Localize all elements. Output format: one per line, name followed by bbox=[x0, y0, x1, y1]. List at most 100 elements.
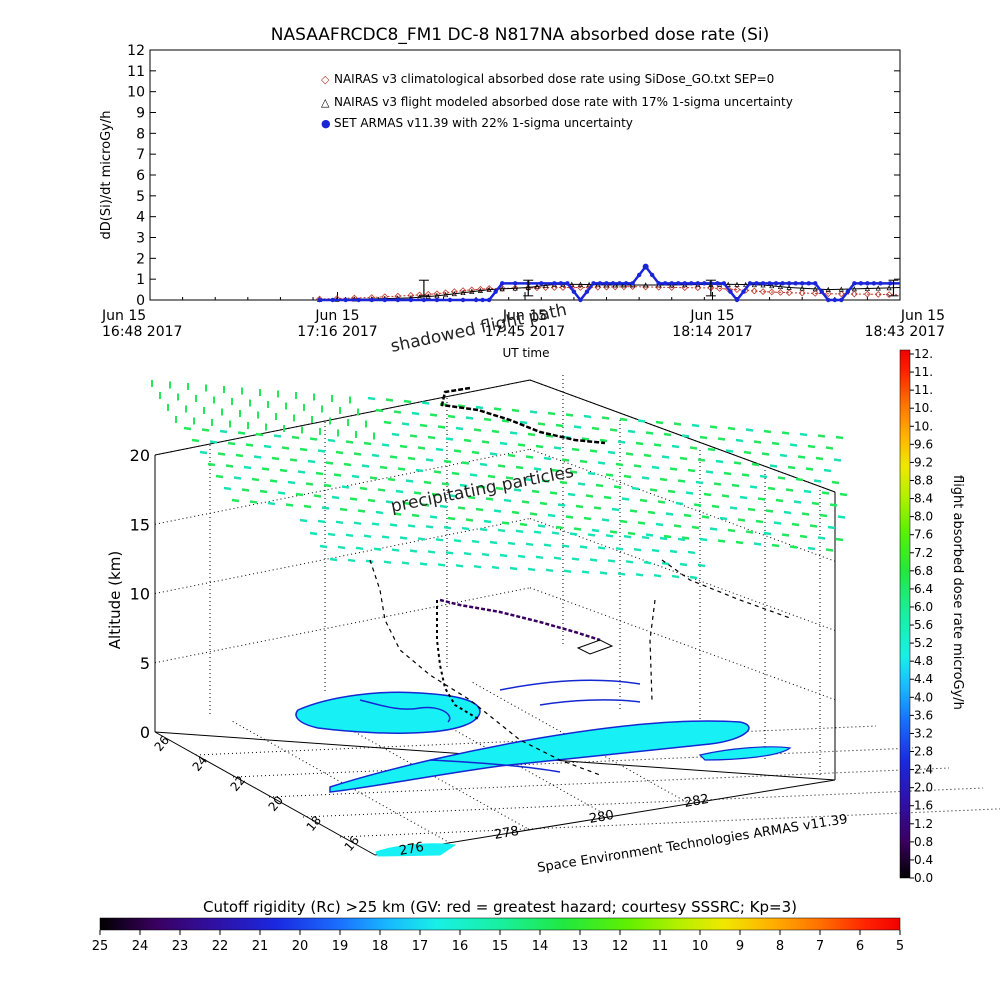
particle-dash-low bbox=[543, 543, 552, 547]
bottom-colorbar-title: Cutoff rigidity (Rc) >25 km (GV: red = g… bbox=[203, 898, 797, 916]
particle-dash bbox=[645, 533, 654, 537]
particle-dash bbox=[295, 492, 304, 497]
particle-dash bbox=[829, 503, 838, 507]
particle-dash bbox=[231, 498, 240, 503]
particle-dash bbox=[429, 413, 438, 417]
triangle-marker bbox=[460, 289, 466, 296]
bottom-tick-label: 10 bbox=[692, 939, 709, 954]
particle-dash bbox=[429, 515, 438, 519]
particle-dash bbox=[183, 426, 192, 431]
particle-dash bbox=[479, 462, 488, 467]
particle-dash bbox=[459, 483, 468, 488]
particle-dash bbox=[789, 545, 798, 549]
particle-dash bbox=[389, 455, 398, 459]
floor-grid-lat bbox=[268, 767, 950, 798]
particle-dash bbox=[575, 504, 584, 509]
particle-dash bbox=[425, 458, 434, 462]
particle-dash bbox=[607, 450, 616, 455]
y-tick-label: 3 bbox=[136, 231, 145, 247]
particle-dash-low bbox=[651, 548, 660, 553]
right-tick-label: 9.6 bbox=[914, 437, 933, 451]
triangle-marker bbox=[851, 286, 857, 292]
particle-dash bbox=[525, 455, 534, 459]
particle-dash bbox=[511, 510, 520, 515]
particle-dash bbox=[637, 521, 646, 525]
particle-dash bbox=[199, 450, 208, 455]
right-colorbar-label: flight absorbed dose rate microGy/h bbox=[950, 475, 965, 710]
particle-dash bbox=[799, 432, 808, 437]
flight-path-descent bbox=[439, 598, 601, 642]
particle-dash bbox=[439, 504, 448, 509]
particle-dash bbox=[443, 459, 452, 464]
particle-dash bbox=[823, 468, 832, 473]
particle-dash bbox=[623, 474, 632, 479]
particle-dash bbox=[501, 521, 510, 525]
dot-marker bbox=[760, 281, 766, 286]
rigidity-region-north bbox=[295, 691, 481, 734]
dot-marker bbox=[871, 281, 877, 286]
particle-dash bbox=[531, 489, 540, 494]
particle-dash-low bbox=[299, 518, 308, 523]
bottom-tick-label: 21 bbox=[252, 939, 269, 954]
dot-marker bbox=[571, 289, 577, 294]
right-tick-label: 1.2 bbox=[914, 817, 933, 831]
triangle-marker bbox=[777, 283, 784, 290]
particle-dash bbox=[771, 543, 780, 548]
particle-dash bbox=[447, 516, 456, 521]
diamond-marker bbox=[824, 290, 832, 298]
particle-dash bbox=[545, 434, 554, 438]
particle-dash bbox=[539, 501, 548, 506]
particle-dash bbox=[431, 492, 440, 497]
y-tick-label: 6 bbox=[136, 168, 145, 184]
bottom-tick-label: 12 bbox=[612, 939, 629, 954]
particle-dash bbox=[661, 455, 670, 459]
diamond-marker bbox=[874, 290, 882, 298]
particle-dash bbox=[687, 468, 696, 473]
particle-dash bbox=[387, 477, 396, 482]
particle-dash bbox=[753, 542, 762, 546]
dot-marker bbox=[702, 281, 707, 286]
particle-dash bbox=[775, 498, 784, 503]
diamond-marker bbox=[837, 290, 845, 298]
particle-dash bbox=[503, 498, 512, 503]
particle-dash bbox=[245, 443, 254, 447]
particle-dash bbox=[831, 480, 840, 485]
y-tick-label: 4 bbox=[136, 210, 145, 226]
particle-dash-low bbox=[499, 553, 508, 558]
particle-dash bbox=[415, 468, 424, 473]
particle-dash bbox=[789, 443, 798, 447]
dot-marker bbox=[552, 281, 557, 286]
triangle-marker bbox=[534, 283, 540, 289]
particle-dash bbox=[277, 491, 286, 495]
longitude-tick-label: 276 bbox=[398, 840, 425, 859]
particle-dash bbox=[447, 414, 456, 419]
particle-dash bbox=[839, 492, 848, 497]
particle-dash bbox=[651, 465, 660, 470]
particle-dash bbox=[191, 438, 200, 443]
particle-dash bbox=[333, 473, 342, 477]
particle-dash bbox=[565, 515, 574, 519]
dot-marker bbox=[832, 297, 837, 303]
particle-dash bbox=[519, 522, 528, 527]
particle-dash bbox=[555, 423, 564, 428]
particle-dash-low bbox=[319, 544, 328, 549]
right-tick-label: 6.0 bbox=[914, 600, 933, 614]
dot-marker bbox=[434, 297, 440, 303]
particle-dash bbox=[343, 462, 352, 467]
particle-dash bbox=[367, 396, 376, 401]
particle-dash-low bbox=[335, 520, 344, 524]
particle-dash bbox=[279, 468, 288, 473]
particle-dash bbox=[243, 465, 252, 470]
bottom-tick-label: 17 bbox=[412, 939, 429, 954]
particle-dash bbox=[601, 416, 610, 420]
triangle-marker bbox=[875, 285, 881, 291]
y-tick-label: 9 bbox=[136, 106, 145, 122]
particle-dash-low bbox=[623, 535, 632, 539]
particle-dash bbox=[379, 465, 388, 470]
particle-dash bbox=[735, 438, 744, 443]
altitude-tick-label: 0 bbox=[140, 723, 150, 742]
particle-dash bbox=[535, 444, 544, 449]
particle-dash bbox=[733, 461, 742, 465]
